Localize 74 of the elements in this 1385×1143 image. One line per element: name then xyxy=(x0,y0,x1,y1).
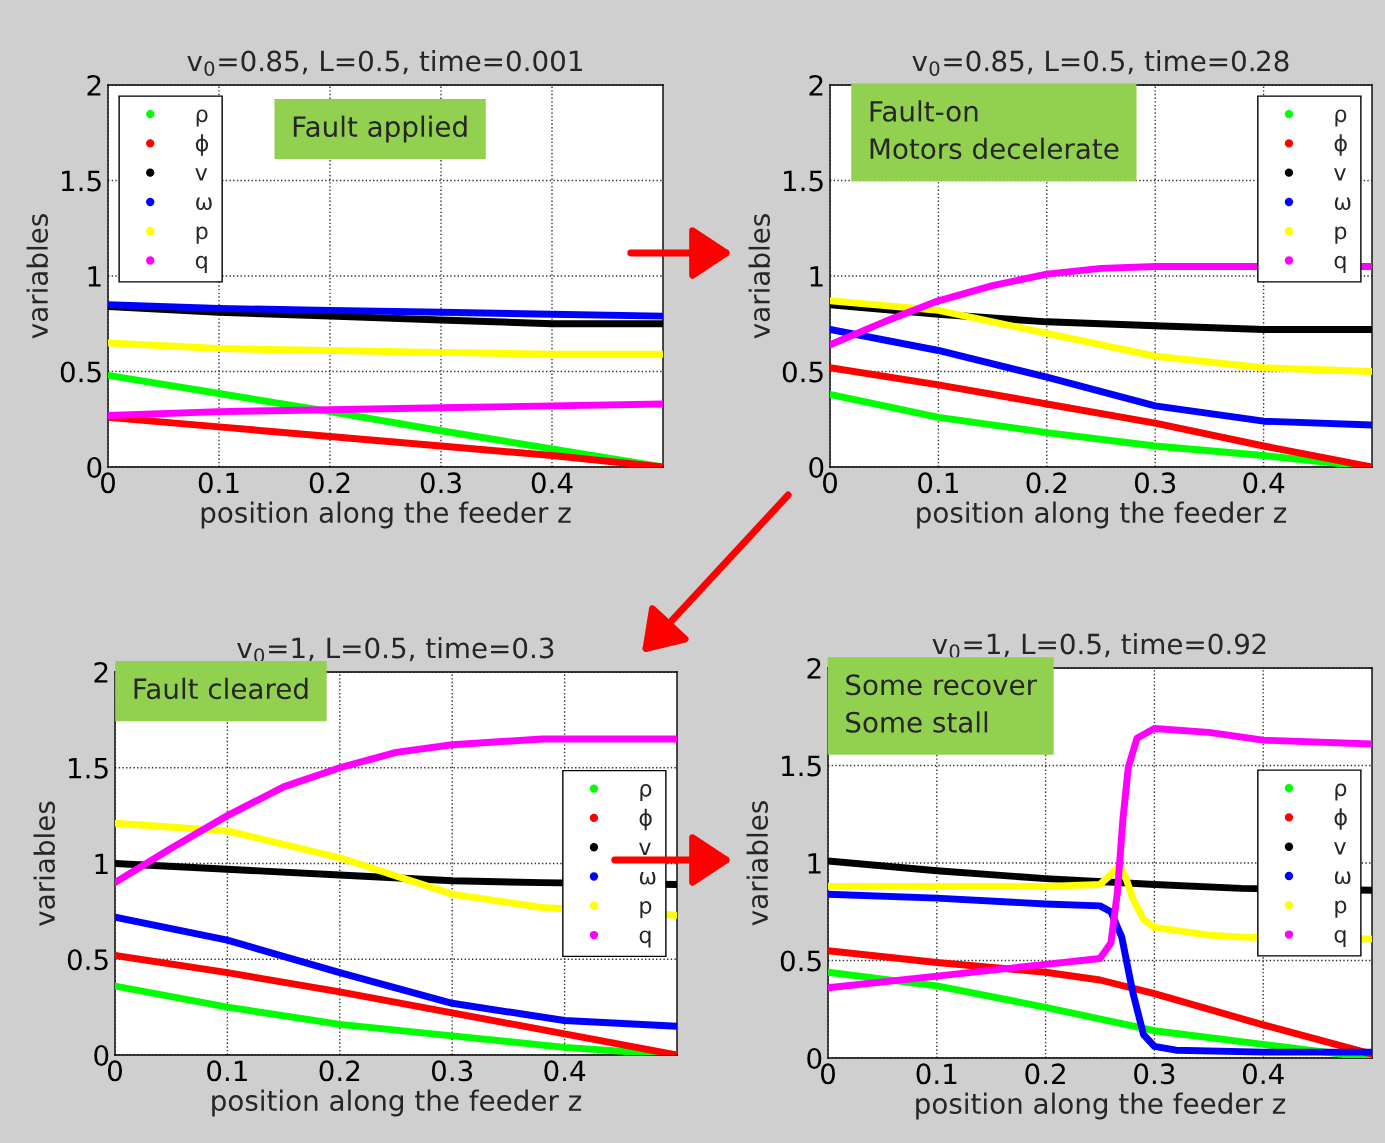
chart-title: v$_{0}$=0.85, L=0.5, time=0.001 xyxy=(187,50,582,76)
legend-label: q xyxy=(1334,255,1346,273)
chart-title: v$_{0}$=0.85, L=0.5, time=0.28 xyxy=(912,50,1289,76)
legend-label: q xyxy=(1334,929,1346,947)
legend-label: q xyxy=(639,930,651,948)
x-tick-label: 0.2 xyxy=(319,1060,360,1082)
y-axis-title: variables xyxy=(33,801,56,926)
legend-label: ϕ xyxy=(1334,808,1347,830)
chart-title: v$_{0}$=1, L=0.5, time=0.92 xyxy=(932,633,1266,659)
x-tick-label: 0.4 xyxy=(1242,1063,1284,1085)
legend-label: p xyxy=(196,226,208,244)
y-tick-label: 2 xyxy=(809,74,823,96)
y-tick-label: 0 xyxy=(809,456,824,478)
x-axis-title: position along the feeder z xyxy=(916,1092,1286,1120)
annotation: Fault cleared xyxy=(134,677,308,700)
y-axis-title: variables xyxy=(746,801,769,926)
x-tick-label: 0.4 xyxy=(544,1060,586,1082)
legend-label: q xyxy=(195,255,207,273)
legend-label: ρ xyxy=(196,109,208,127)
x-tick-label: 0.2 xyxy=(309,472,350,494)
x-tick-label: 0.3 xyxy=(1134,472,1176,494)
y-tick-label: 1.5 xyxy=(62,170,101,192)
legend-label: p xyxy=(1335,226,1347,244)
y-tick-label: 0.5 xyxy=(60,361,101,383)
annotation: Fault applied xyxy=(293,115,467,143)
legend-label: ϕ xyxy=(1334,134,1347,156)
y-tick-label: 0.5 xyxy=(780,950,821,972)
x-tick-label: 0.1 xyxy=(198,472,239,494)
y-axis-title: variables xyxy=(748,214,771,339)
y-tick-label: 0 xyxy=(87,456,102,478)
legend-label: ρ xyxy=(1335,109,1347,127)
legend-label: v xyxy=(1334,842,1346,855)
legend-label: p xyxy=(640,901,652,919)
y-tick-label: 0.5 xyxy=(67,949,108,971)
y-tick-label: 1.5 xyxy=(69,758,108,779)
x-tick-label: 0.3 xyxy=(420,472,461,494)
y-tick-label: 1 xyxy=(95,853,108,875)
y-tick-label: 1 xyxy=(88,266,101,287)
x-axis-title: position along the feeder z xyxy=(917,501,1287,529)
legend-label: ω xyxy=(1334,197,1351,211)
annotation: Fault-on Motors decelerate xyxy=(870,100,1119,160)
legend-label: v xyxy=(1334,168,1346,181)
legend-label: ρ xyxy=(640,783,652,802)
legend-label: ω xyxy=(639,872,656,885)
y-tick-label: 2 xyxy=(807,657,821,679)
y-tick-label: 1 xyxy=(808,853,821,874)
legend-label: ω xyxy=(196,197,212,211)
x-tick-label: 0.1 xyxy=(918,472,958,494)
x-axis-title: position along the feeder z xyxy=(201,501,571,529)
x-axis-title: position along the feeder z xyxy=(212,1089,582,1117)
y-tick-label: 1 xyxy=(810,266,823,287)
legend-label: v xyxy=(639,842,651,855)
x-tick-label: 0.4 xyxy=(531,472,573,494)
x-tick-label: 0.4 xyxy=(1243,472,1285,494)
annotation: Some recover Some stall xyxy=(846,674,1038,733)
y-tick-label: 1.5 xyxy=(784,170,823,192)
legend-label: ϕ xyxy=(639,808,652,831)
y-tick-label: 2 xyxy=(94,661,108,683)
x-tick-label: 0.3 xyxy=(1134,1063,1175,1085)
legend-label: ρ xyxy=(1335,783,1347,801)
legend-label: p xyxy=(1335,900,1347,918)
y-tick-label: 0 xyxy=(94,1044,109,1066)
legend-label: v xyxy=(195,168,208,181)
y-tick-label: 1.5 xyxy=(782,755,821,777)
legend-label: ϕ xyxy=(195,134,209,156)
y-tick-label: 2 xyxy=(87,74,101,96)
x-tick-label: 0.3 xyxy=(431,1060,473,1082)
y-tick-label: 0.5 xyxy=(782,361,823,383)
x-tick-label: 0.1 xyxy=(916,1063,957,1085)
y-axis-title: variables xyxy=(26,214,49,339)
x-tick-label: 0.1 xyxy=(207,1060,247,1082)
legend-label: ω xyxy=(1334,871,1351,885)
x-tick-label: 0.2 xyxy=(1026,472,1067,494)
x-tick-label: 0.2 xyxy=(1025,1063,1065,1085)
